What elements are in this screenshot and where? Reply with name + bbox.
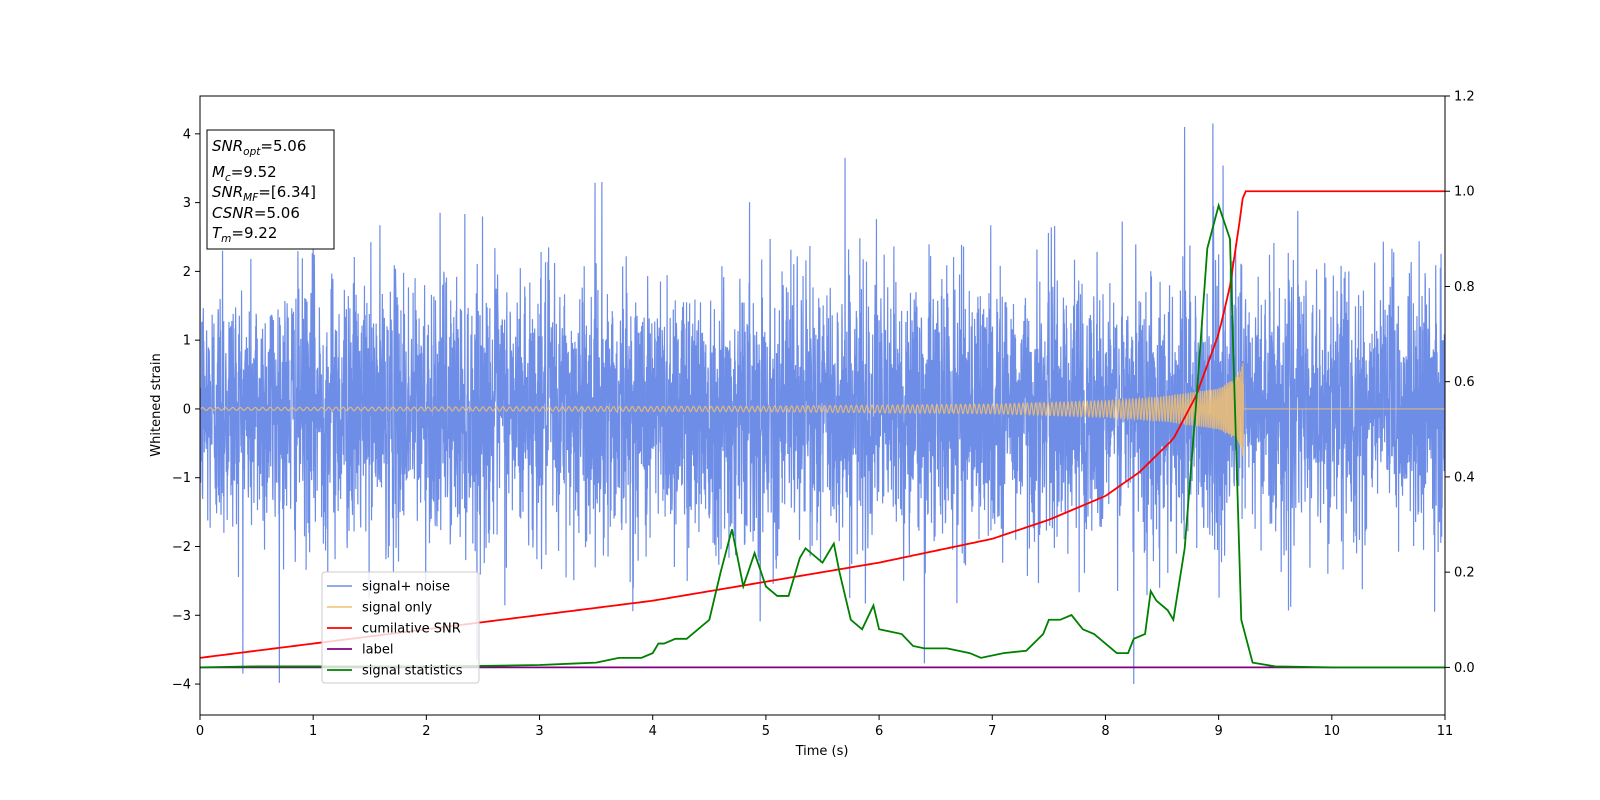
axes: 0 1 2 3 4 5 6 7 8 9 10 11 −4 −3 −2 −1 0 1 2 3 4 0.0 0.2 0.4 0.6 0… [172, 90, 1475, 740]
y2-tick-label: 1.2 [1454, 90, 1475, 105]
x-tick-label: 7 [988, 724, 996, 739]
legend-label: signal statistics [362, 664, 463, 679]
x-tick-label: 1 [309, 724, 317, 739]
legend-label: signal only [362, 601, 432, 616]
legend: signal+ noise signal only cumilative SNR la… [321, 571, 480, 684]
legend-frame [321, 571, 480, 684]
y-tick-label: 3 [183, 196, 191, 211]
x-tick-label: 9 [1214, 724, 1222, 739]
y2-tick-label: 1.0 [1454, 185, 1475, 200]
y-tick-label: −1 [172, 471, 191, 486]
x-tick-label: 11 [1437, 724, 1454, 739]
x-tick-label: 8 [1101, 724, 1109, 739]
x-tick-label: 0 [196, 724, 204, 739]
y-tick-label: 2 [183, 265, 191, 280]
y-tick-label: 4 [183, 127, 191, 142]
y-tick-label: −3 [172, 609, 191, 624]
info-box-line: SNRopt=5.06 [212, 137, 306, 158]
info-box-line: SNRMF=[6.34] [212, 183, 316, 204]
series-signal-only-line [200, 363, 1445, 457]
y2-tick-label: 0.8 [1454, 280, 1475, 295]
plot-frame [199, 95, 1446, 716]
info-box-frame [206, 129, 335, 250]
info-box-line: Mc=9.52 [212, 163, 277, 184]
x-tick-label: 6 [875, 724, 883, 739]
legend-label: label [362, 643, 393, 658]
y-tick-label: −4 [172, 678, 191, 693]
y2-tick-label: 0.6 [1454, 375, 1475, 390]
x-tick-label: 2 [422, 724, 430, 739]
y-axis-title: Whitened strain [149, 353, 164, 456]
info-box-line: Tm=9.22 [212, 224, 277, 245]
y2-tick-label: 0.0 [1454, 661, 1475, 676]
x-tick-label: 4 [649, 724, 657, 739]
x-tick-label: 5 [762, 724, 770, 739]
x-tick-label: 10 [1324, 724, 1341, 739]
y2-tick-label: 0.2 [1454, 566, 1475, 581]
legend-label: signal+ noise [362, 580, 450, 595]
info-box-line: CSNR=5.06 [212, 204, 300, 222]
y2-tick-label: 0.4 [1454, 470, 1475, 485]
y-tick-label: 1 [183, 334, 191, 349]
x-tick-label: 3 [535, 724, 543, 739]
y-tick-label: 0 [183, 402, 191, 417]
x-axis-title: Time (s) [795, 744, 849, 759]
legend-label: cumilative SNR [362, 622, 461, 637]
series-signal-statistics-line [200, 202, 1445, 669]
y-tick-label: −2 [172, 540, 191, 555]
